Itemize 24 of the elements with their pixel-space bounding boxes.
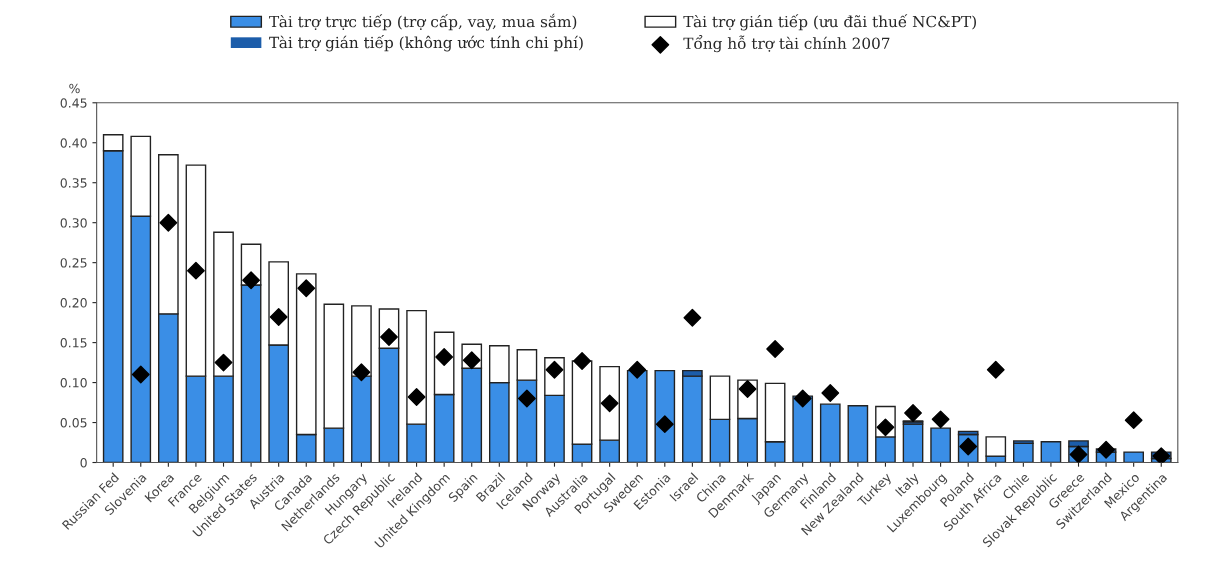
bar	[847, 405, 869, 463]
bar	[626, 369, 648, 463]
y-tick-label: 0	[80, 457, 87, 468]
bar	[902, 423, 924, 463]
legend-label: Tài trợ gián tiếp (ưu đãi thuế NC&PT)	[683, 14, 976, 31]
y-tick-label: 0.15	[60, 338, 87, 348]
y-tick-label: 0.20	[60, 298, 87, 308]
y-tick-label: 0.05	[60, 418, 87, 428]
y-tick-label: 0.35	[60, 178, 87, 188]
bar	[1040, 441, 1062, 463]
legend-label: Tổng hỗ trợ tài chính 2007	[683, 35, 890, 53]
legend-label: Tài trợ trực tiếp (trợ cấp, vay, mua sắm)	[269, 13, 577, 31]
bar	[1123, 451, 1145, 463]
bar	[930, 427, 951, 463]
y-tick-label: 0.30	[60, 218, 87, 228]
y-tick-label: 0.10	[60, 378, 87, 388]
bar	[654, 369, 676, 463]
y-tick-label: 0.25	[60, 258, 87, 268]
y-axis-title: %	[69, 83, 80, 94]
legend-label: Tài trợ gián tiếp (không ước tính chi phí)	[269, 35, 583, 52]
bar	[819, 403, 841, 463]
y-tick-label: 0.45	[60, 98, 87, 108]
y-tick-label: 0.40	[60, 138, 87, 148]
bar	[1013, 442, 1034, 463]
